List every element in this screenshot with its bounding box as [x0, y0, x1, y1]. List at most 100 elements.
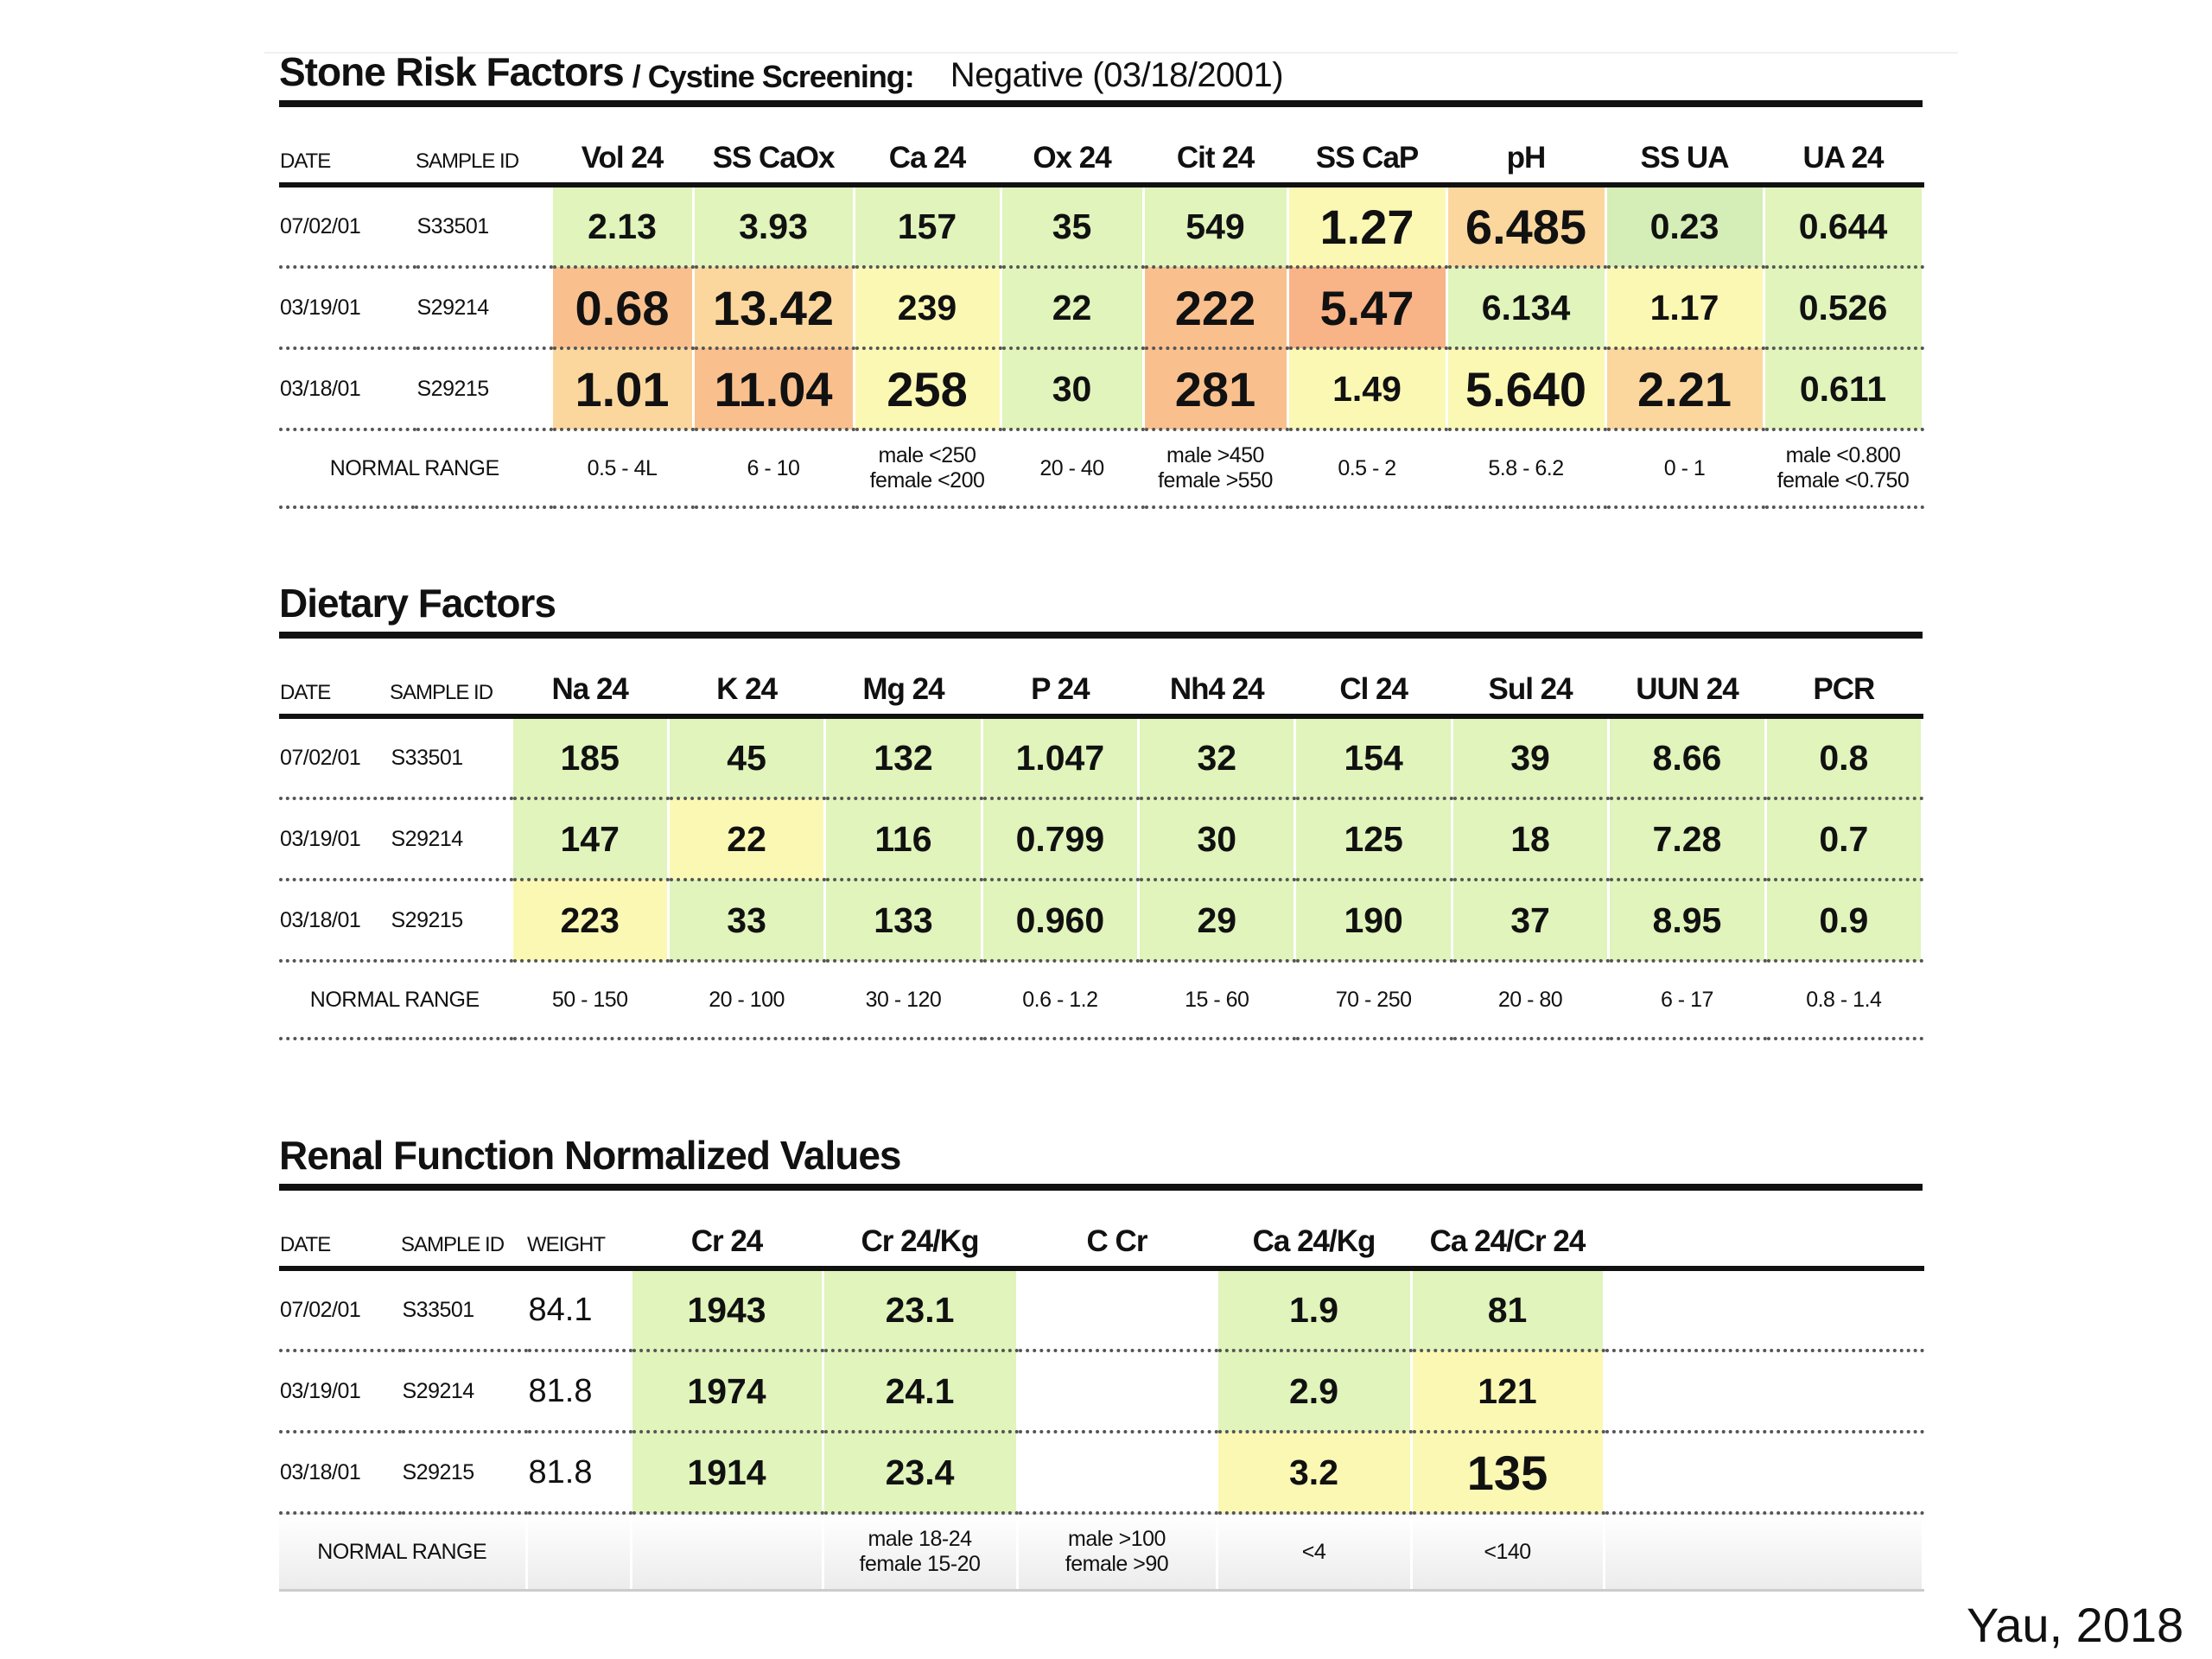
value-cell: 258 [854, 348, 1002, 431]
normal-range-value: 6 - 10 [693, 429, 855, 509]
value-cell: 6.134 [1446, 267, 1607, 350]
column-header: DATE [279, 107, 415, 188]
column-header: Vol 24 [551, 107, 693, 188]
column-header: Cr 24/Kg [823, 1191, 1017, 1271]
value-cell: 125 [1294, 798, 1453, 881]
normal-range-value [1604, 1513, 1924, 1592]
weight-cell: 81.8 [526, 1351, 632, 1433]
normal-range-line: female <200 [869, 468, 985, 493]
normal-range-line: 0.6 - 1.2 [1022, 987, 1098, 1012]
normal-range-value: 20 - 40 [1001, 429, 1145, 509]
normal-range-line: female >550 [1158, 468, 1273, 493]
normal-range-label: NORMAL RANGE [279, 1513, 528, 1592]
renal-function-table: DATE SAMPLE ID WEIGHT Cr 24 Cr 24/Kg C Cr Ca 2… [279, 1191, 1924, 1592]
column-header: Ca 24/Cr 24 [1411, 1191, 1604, 1271]
normal-range-value: 0.5 - 4L [551, 429, 695, 509]
column-header: SAMPLE ID [400, 1191, 526, 1271]
sample-id-cell: S29214 [415, 267, 553, 350]
normal-range-value: 70 - 250 [1294, 961, 1453, 1040]
table-row: 03/18/01 S29215 223 33 133 0.960 29 190 37 8.95 0.… [279, 880, 1924, 963]
normal-range-line: 6 - 17 [1660, 987, 1713, 1012]
normal-range-line: 15 - 60 [1185, 987, 1249, 1012]
value-cell: 22 [668, 798, 827, 881]
date-cell: 03/18/01 [279, 348, 416, 431]
column-header: K 24 [668, 639, 825, 719]
value-cell [1604, 1432, 1924, 1515]
sample-id-cell: S33501 [415, 185, 553, 269]
normal-range-line: male 18-24 [868, 1527, 972, 1551]
section-title: Stone Risk Factors [279, 49, 625, 94]
value-cell: 6.485 [1446, 185, 1607, 269]
normal-range-value: <140 [1411, 1513, 1605, 1592]
header-row: DATE SAMPLE ID WEIGHT Cr 24 Cr 24/Kg C Cr Ca 2… [279, 1191, 1923, 1271]
value-cell: 0.526 [1764, 267, 1924, 350]
value-cell: 147 [512, 798, 670, 881]
column-header: SS CaP [1287, 107, 1446, 188]
value-cell: 1.047 [982, 716, 1141, 800]
value-cell: 7.28 [1608, 798, 1767, 881]
normal-range-value: male >450 female >550 [1143, 429, 1289, 509]
normal-range-line: 70 - 250 [1335, 987, 1412, 1012]
column-header: DATE [279, 639, 389, 719]
normal-range-line: 0.5 - 2 [1338, 455, 1396, 480]
column-header: Na 24 [512, 639, 669, 719]
column-header: WEIGHT [526, 1191, 631, 1271]
value-cell: 81 [1411, 1268, 1605, 1352]
normal-range-line: 20 - 100 [709, 987, 785, 1012]
sample-id-cell: S29215 [415, 348, 553, 431]
date-cell: 07/02/01 [279, 716, 391, 800]
normal-range-line: 50 - 150 [551, 987, 628, 1012]
value-cell: 3.2 [1217, 1432, 1413, 1515]
normal-range-line: female >90 [1065, 1552, 1169, 1576]
value-cell: 30 [1001, 348, 1145, 431]
table-row: 07/02/01 S33501 84.1 1943 23.1 1.9 81 [279, 1268, 1924, 1352]
normal-range-line: <4 [1301, 1539, 1326, 1564]
normal-range-line: 20 - 40 [1039, 455, 1104, 480]
report-frame [264, 52, 1958, 1616]
value-cell: 222 [1143, 267, 1289, 350]
value-cell: 132 [824, 716, 983, 800]
normal-range-value: male <250 female <200 [854, 429, 1002, 509]
normal-range-value [631, 1513, 824, 1592]
normal-range-value: 0.5 - 2 [1287, 429, 1448, 509]
value-cell: 45 [668, 716, 827, 800]
value-cell: 1.9 [1217, 1268, 1413, 1352]
normal-range-line: 5.8 - 6.2 [1488, 455, 1564, 480]
weight-cell: 84.1 [526, 1268, 632, 1352]
header-row: DATE SAMPLE ID Na 24 K 24 Mg 24 P 24 Nh4 24 Cl … [279, 639, 1923, 719]
sample-id-cell: S29214 [389, 798, 513, 881]
citation: Yau, 2018 [1967, 1598, 2184, 1652]
normal-range-value: 6 - 17 [1608, 961, 1767, 1040]
value-cell: 37 [1452, 880, 1611, 963]
normal-range-value [526, 1513, 632, 1592]
date-cell: 07/02/01 [279, 1268, 402, 1352]
table-row: 07/02/01 S33501 2.13 3.93 157 35 549 1.27 6.485 0… [279, 185, 1924, 269]
date-cell: 03/18/01 [279, 880, 391, 963]
normal-range-row: NORMAL RANGE 50 - 150 20 - 100 30 - 120 0.6 … [279, 961, 1924, 1040]
normal-range-line: 6 - 10 [747, 455, 800, 480]
section-title: Renal Function Normalized Values [279, 1133, 901, 1178]
value-cell: 2.21 [1605, 348, 1765, 431]
normal-range-line: 20 - 80 [1497, 987, 1563, 1012]
column-header: PCR [1765, 639, 1923, 719]
normal-range-value: 50 - 150 [512, 961, 670, 1040]
date-cell: 03/18/01 [279, 1432, 402, 1515]
value-cell: 8.95 [1608, 880, 1767, 963]
normal-range-row: NORMAL RANGE male 18-24 female 15-20 male >… [279, 1513, 1924, 1592]
date-cell: 03/19/01 [279, 798, 391, 881]
normal-range-line: female <0.750 [1777, 468, 1910, 493]
normal-range-label: NORMAL RANGE [279, 429, 553, 509]
value-cell: 32 [1138, 716, 1297, 800]
column-header: UUN 24 [1608, 639, 1766, 719]
normal-range-line: 0.5 - 4L [587, 455, 658, 480]
value-cell: 549 [1143, 185, 1289, 269]
column-header: Ca 24 [854, 107, 1001, 188]
table-row: 07/02/01 S33501 185 45 132 1.047 32 154 39 8.66 0.… [279, 716, 1924, 800]
value-cell: 35 [1001, 185, 1145, 269]
value-cell: 2.13 [551, 185, 695, 269]
sample-id-cell: S33501 [389, 716, 513, 800]
value-cell: 18 [1452, 798, 1611, 881]
column-header: UA 24 [1764, 107, 1923, 188]
table-row: 03/19/01 S29214 81.8 1974 24.1 2.9 121 [279, 1351, 1924, 1433]
normal-range-value: 0.8 - 1.4 [1765, 961, 1924, 1040]
